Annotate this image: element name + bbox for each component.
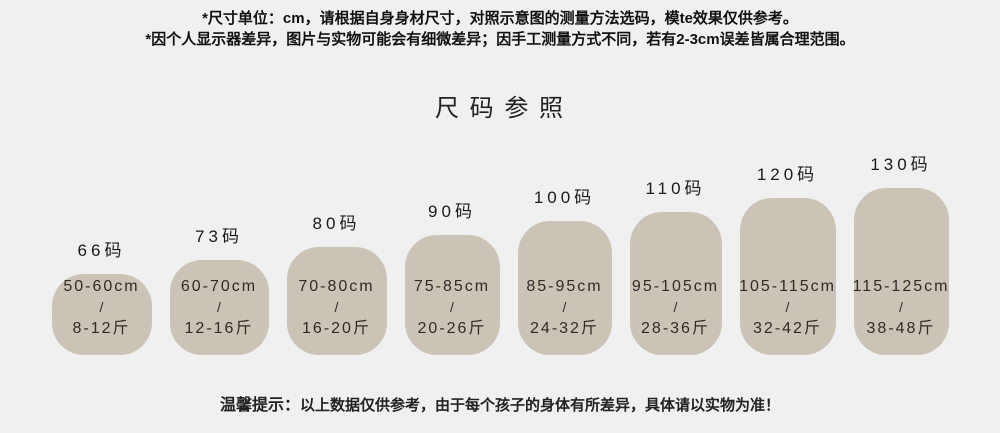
height-range: 50-60cm: [63, 278, 140, 295]
weight-range: 8-12斤: [72, 320, 131, 337]
weight-range: 38-48斤: [866, 320, 936, 337]
size-block: 95-105cm / 28-36斤: [629, 212, 722, 355]
size-chart: 66码 50-60cm / 8-12斤 73码 60-70cm / 12-16斤…: [0, 150, 1000, 355]
size-block: 50-60cm / 8-12斤: [51, 274, 152, 355]
height-range: 75-85cm: [413, 278, 491, 295]
size-column-100: 100码 85-95cm / 24-32斤: [517, 183, 612, 355]
height-range: 95-105cm: [631, 278, 720, 295]
size-code-label: 73码: [195, 227, 243, 246]
size-column-73: 73码 60-70cm / 12-16斤: [169, 222, 269, 355]
size-column-120: 120码 105-115cm / 32-42斤: [739, 160, 836, 355]
size-code-label: 100码: [533, 188, 596, 207]
weight-range: 32-42斤: [753, 320, 822, 337]
range-separator: /: [450, 299, 454, 315]
size-block: 60-70cm / 12-16斤: [169, 260, 269, 355]
size-code-label: 80码: [312, 214, 361, 233]
size-block: 115-125cm / 38-48斤: [852, 188, 950, 355]
weight-range: 20-26斤: [417, 320, 487, 337]
range-separator: /: [785, 299, 790, 315]
size-code-label: 66码: [77, 241, 126, 260]
weight-range: 24-32斤: [530, 320, 599, 337]
bottom-tip: 温馨提示：以上数据仅供参考，由于每个孩子的身体有所差异，具体请以实物为准！: [0, 391, 1000, 415]
weight-range: 28-36斤: [641, 320, 710, 337]
size-code-label: 110码: [645, 179, 706, 198]
page-title: 尺 码 参 照: [434, 95, 565, 122]
tip-prefix: 温馨提示：: [219, 397, 300, 414]
size-code-label: 90码: [428, 202, 476, 221]
size-column-130: 130码 115-125cm / 38-48斤: [852, 150, 950, 355]
size-column-110: 110码 95-105cm / 28-36斤: [629, 174, 722, 355]
height-range: 105-115cm: [739, 278, 836, 295]
height-range: 85-95cm: [526, 278, 603, 295]
range-separator: /: [217, 299, 221, 315]
tip-text: 以上数据仅供参考，由于每个孩子的身体有所差异，具体请以实物为准！: [300, 397, 781, 414]
size-block: 70-80cm / 16-20斤: [286, 247, 387, 355]
size-column-66: 66码 50-60cm / 8-12斤: [51, 236, 152, 355]
range-separator: /: [673, 299, 678, 315]
size-block: 75-85cm / 20-26斤: [404, 235, 500, 355]
height-range: 70-80cm: [298, 278, 375, 295]
disclaimer-line-2: *因个人显示器差异，图片与实物可能会有细微差异；因手工测量方式不同，若有2-3c…: [145, 31, 855, 48]
range-separator: /: [334, 299, 339, 315]
weight-range: 12-16斤: [184, 320, 254, 337]
height-range: 60-70cm: [180, 278, 258, 295]
disclaimer: *尺寸单位：cm，请根据自身身材尺寸，对照示意图的测量方法选码，模te效果仅供参…: [0, 0, 1000, 50]
height-range: 115-125cm: [852, 278, 950, 295]
range-separator: /: [562, 299, 567, 315]
range-separator: /: [99, 299, 104, 315]
size-code-label: 130码: [870, 155, 932, 174]
size-code-label: 120码: [756, 165, 819, 184]
weight-range: 16-20斤: [302, 320, 371, 337]
size-column-90: 90码 75-85cm / 20-26斤: [404, 197, 500, 355]
range-separator: /: [899, 299, 903, 315]
size-block: 105-115cm / 32-42斤: [739, 198, 836, 355]
size-block: 85-95cm / 24-32斤: [517, 221, 612, 355]
disclaimer-line-1: *尺寸单位：cm，请根据自身身材尺寸，对照示意图的测量方法选码，模te效果仅供参…: [202, 10, 798, 27]
size-column-80: 80码 70-80cm / 16-20斤: [286, 209, 387, 355]
